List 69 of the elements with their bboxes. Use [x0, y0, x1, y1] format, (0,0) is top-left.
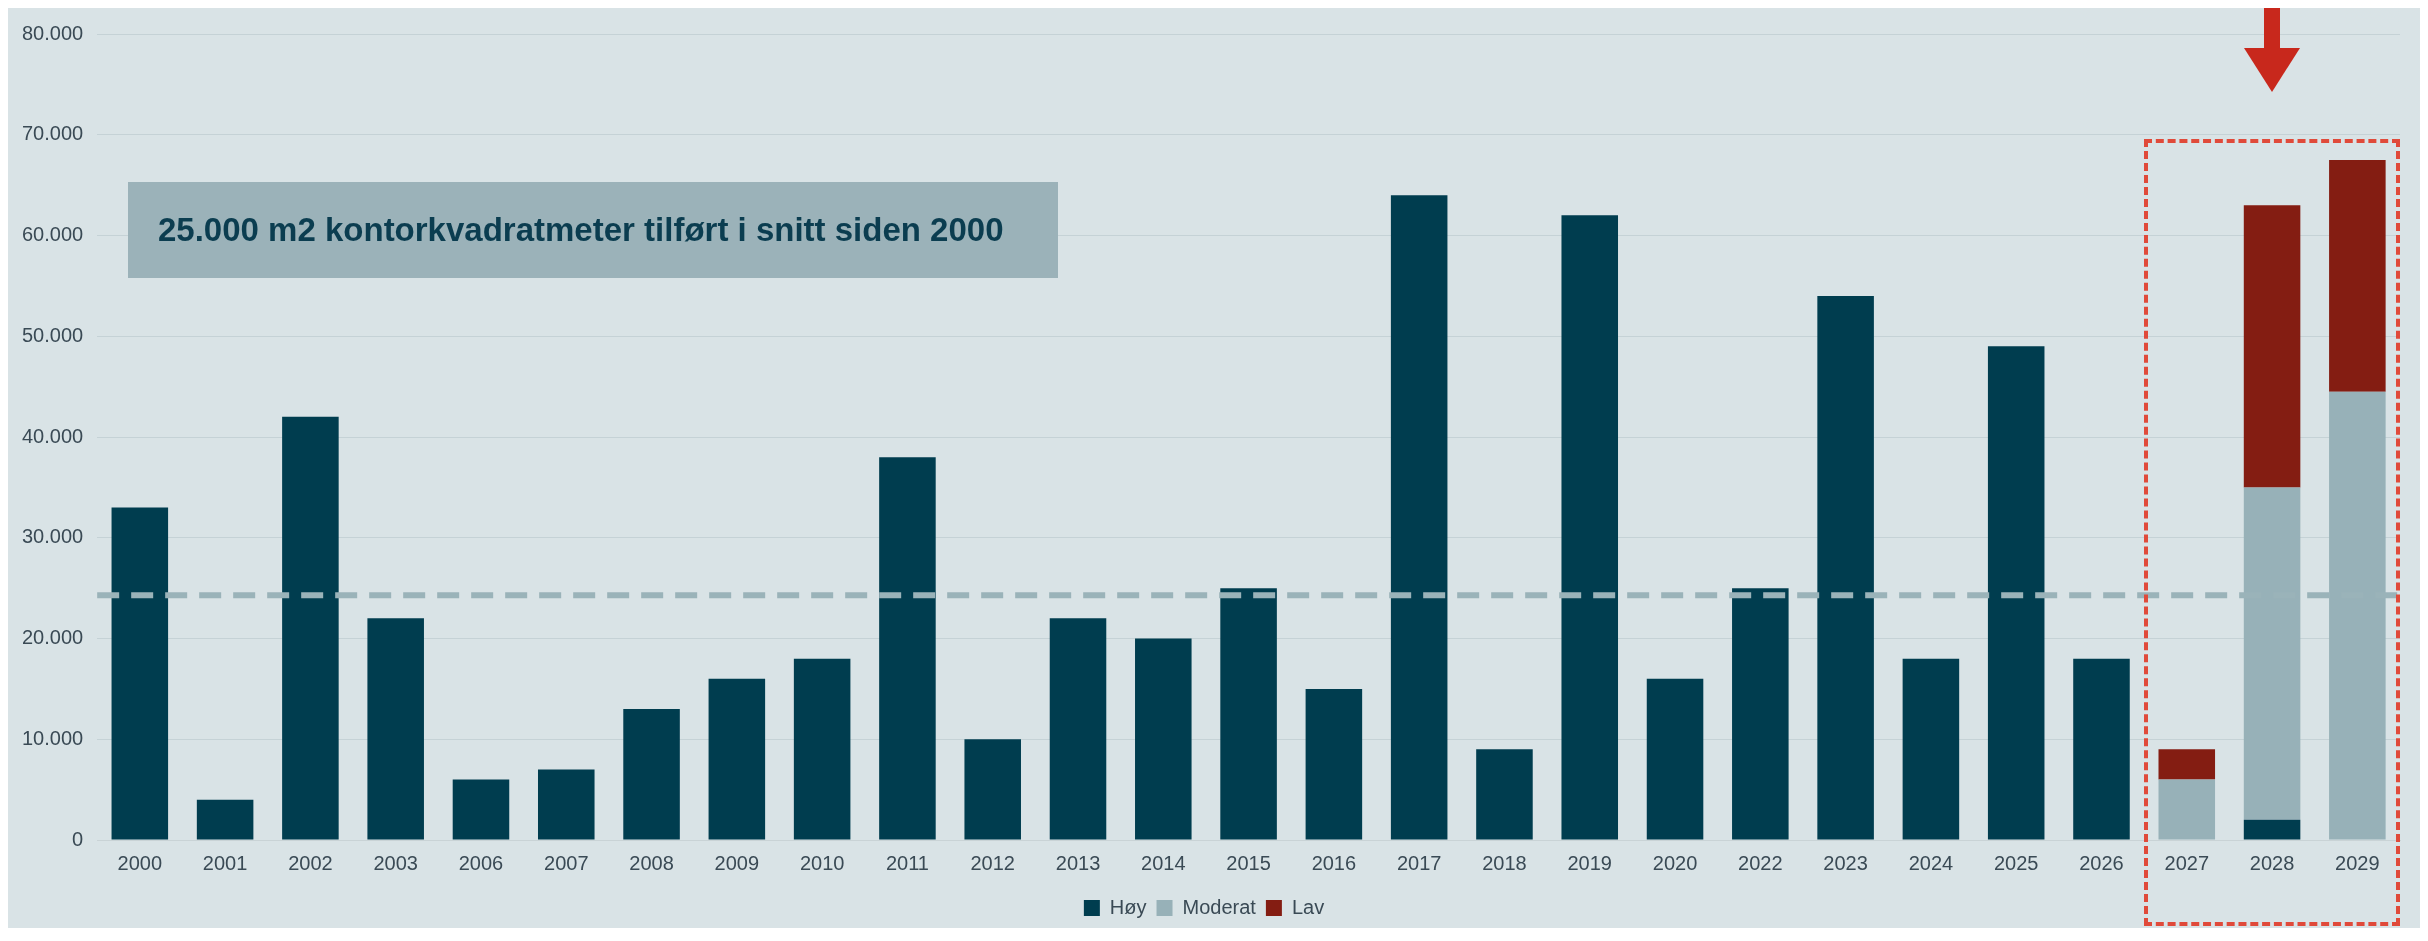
y-tick-label: 30.000 [22, 525, 84, 548]
bar [1646, 678, 1704, 840]
y-tick-label: 40.000 [22, 424, 84, 447]
bar [793, 658, 851, 840]
bar [282, 416, 339, 840]
x-tick-label: 2017 [1396, 851, 1442, 874]
x-tick-label: 2000 [117, 851, 163, 874]
x-tick-label: 2010 [799, 851, 845, 874]
legend-label: Høy [1109, 895, 1147, 918]
x-tick-label: 2014 [1141, 851, 1186, 874]
x-tick-label: 2001 [202, 851, 248, 874]
bar [708, 678, 766, 840]
x-tick-label: 2020 [1652, 851, 1698, 874]
x-tick-label: 2029 [2335, 851, 2380, 874]
y-tick-label: 60.000 [22, 223, 84, 246]
bar [964, 739, 1021, 840]
bar [1817, 295, 1874, 840]
bar [1902, 658, 1960, 840]
x-tick-label: 2002 [288, 851, 333, 874]
x-tick-label: 2025 [1993, 851, 2039, 874]
x-tick-label: 2012 [970, 851, 1015, 874]
x-tick-label: 2003 [373, 851, 418, 874]
x-tick-label: 2024 [1908, 851, 1954, 874]
annotation: 25.000 m2 kontorkvadratmeter tilført i snitt siden 2000 [128, 182, 1058, 278]
bar [2243, 205, 2301, 488]
bar [1135, 638, 1192, 840]
x-tick-label: 2026 [2079, 851, 2124, 874]
legend-label: Lav [1291, 895, 1325, 918]
bar [537, 769, 595, 840]
x-tick-label: 2027 [2164, 851, 2210, 874]
x-tick-label: 2011 [885, 851, 929, 874]
bar [367, 618, 424, 840]
y-tick-label: 0 [72, 827, 84, 850]
x-tick-label: 2019 [1567, 851, 1612, 874]
bar [196, 799, 254, 840]
x-tick-label: 2018 [1482, 851, 1527, 874]
bar [2158, 779, 2216, 840]
x-tick-label: 2022 [1738, 851, 1783, 874]
y-tick-label: 80.000 [22, 21, 84, 44]
bar [623, 709, 680, 840]
bar [1732, 588, 1789, 840]
bar [111, 507, 169, 840]
bar [879, 457, 936, 840]
bar [1049, 618, 1107, 840]
x-tick-label: 2013 [1055, 851, 1101, 874]
x-tick-label: 2007 [544, 851, 589, 874]
bar [2329, 159, 2386, 392]
x-tick-label: 2008 [629, 851, 674, 874]
bar [1987, 346, 2045, 840]
bar [1220, 588, 1277, 840]
legend-label: Moderat [1182, 895, 1257, 918]
bar [2073, 658, 2130, 840]
bar [1476, 749, 1533, 840]
x-tick-label: 2006 [458, 851, 504, 874]
y-tick-label: 10.000 [22, 726, 84, 749]
y-tick-label: 70.000 [22, 122, 84, 145]
y-tick-label: 50.000 [22, 323, 84, 346]
x-tick-label: 2023 [1823, 851, 1868, 874]
bar [1390, 195, 1448, 840]
x-tick-label: 2016 [1311, 851, 1357, 874]
bar [2158, 749, 2216, 780]
y-tick-label: 20.000 [22, 626, 84, 649]
bar [2243, 819, 2301, 840]
bar [1561, 215, 1619, 840]
bar [1305, 688, 1363, 840]
x-tick-label: 2028 [2249, 851, 2295, 874]
x-tick-label: 2015 [1226, 851, 1271, 874]
bar [452, 779, 510, 840]
x-tick-label: 2009 [714, 851, 760, 874]
